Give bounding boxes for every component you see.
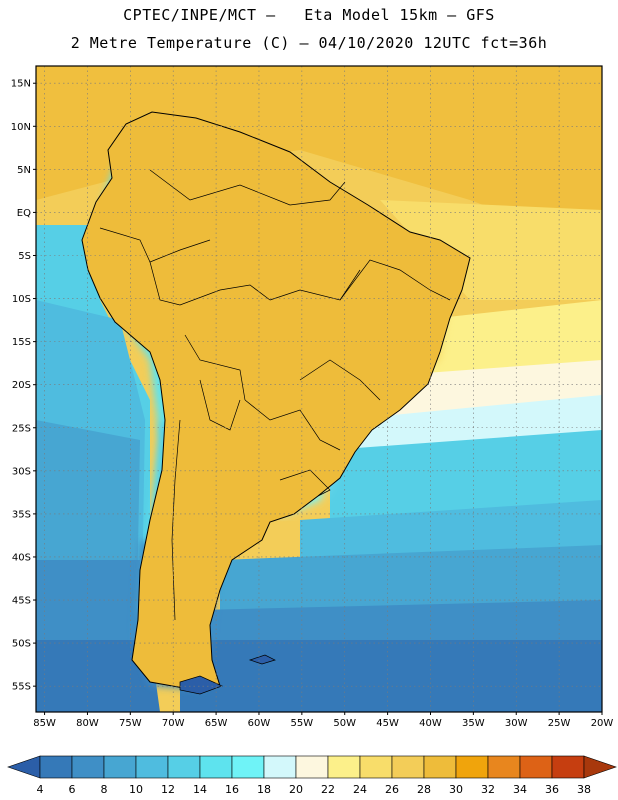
lat-tick-label: 50S	[12, 639, 31, 650]
colorbar-box	[519, 755, 553, 779]
colorbar-box	[231, 755, 265, 779]
lon-tick-label: 35W	[462, 718, 485, 729]
temperature-field	[36, 66, 602, 712]
lat-tick-label: 15N	[11, 79, 31, 90]
map-title: CPTEC/INPE/MCT – Eta Model 15km – GFS	[123, 6, 495, 24]
colorbar-label: 36	[545, 783, 559, 796]
colorbar-box	[295, 755, 329, 779]
map-frame	[35, 65, 603, 713]
lat-tick-label: EQ	[17, 208, 31, 219]
lon-tick-label: 30W	[505, 718, 528, 729]
colorbar-label: 8	[101, 783, 108, 796]
colorbar-box	[39, 755, 73, 779]
colorbar-box	[199, 755, 233, 779]
colorbar-high-arrow	[583, 755, 617, 779]
lon-tick-label: 20W	[591, 718, 614, 729]
colorbar-label: 38	[577, 783, 591, 796]
colorbar-box	[391, 755, 425, 779]
colorbar-label: 20	[289, 783, 303, 796]
colorbar-label: 24	[353, 783, 367, 796]
colorbar-label: 34	[513, 783, 527, 796]
lon-tick-label: 70W	[162, 718, 185, 729]
lat-tick-label: 15S	[12, 337, 31, 348]
lat-tick-label: 25S	[12, 423, 31, 434]
colorbar-label: 6	[69, 783, 76, 796]
lon-tick-label: 40W	[419, 718, 442, 729]
lat-tick-label: 5S	[18, 251, 31, 262]
colorbar-label: 32	[481, 783, 495, 796]
lat-tick-label: 40S	[12, 552, 31, 563]
colorbar-label: 4	[37, 783, 44, 796]
lat-tick-label: 5N	[17, 165, 31, 176]
colorbar-box	[135, 755, 169, 779]
colorbar-label: 26	[385, 783, 399, 796]
lon-tick-label: 75W	[119, 718, 142, 729]
colorbar-box	[71, 755, 105, 779]
colorbar-label: 14	[193, 783, 207, 796]
colorbar-low-arrow	[7, 755, 41, 779]
colorbar-box	[167, 755, 201, 779]
map-subtitle: 2 Metre Temperature (C) – 04/10/2020 12U…	[70, 34, 548, 52]
colorbar: 4 6 8 10 12 14 16 18 20 22 24 26 28 30 32 34 36 38	[7, 755, 617, 796]
lon-tick-label: 60W	[248, 718, 271, 729]
colorbar-label: 30	[449, 783, 463, 796]
lon-tick-label: 85W	[33, 718, 56, 729]
colorbar-box	[103, 755, 137, 779]
lon-tick-label: 25W	[548, 718, 571, 729]
lat-tick-label: 20S	[12, 380, 31, 391]
lat-tick-label: 35S	[12, 509, 31, 520]
colorbar-box	[551, 755, 585, 779]
colorbar-label: 10	[129, 783, 143, 796]
lat-tick-label: 10S	[12, 294, 31, 305]
lat-tick-label: 30S	[12, 466, 31, 477]
colorbar-label: 12	[161, 783, 175, 796]
colorbar-label: 16	[225, 783, 239, 796]
colorbar-label: 18	[257, 783, 271, 796]
lon-tick-label: 65W	[205, 718, 228, 729]
colorbar-box	[455, 755, 489, 779]
colorbar-box	[359, 755, 393, 779]
lon-tick-label: 45W	[376, 718, 399, 729]
latitude-labels: 15N 10N 5N EQ 5S 10S 15S 20S 25S 30S 35S 40S 45S 50S 5…	[11, 79, 36, 693]
lat-tick-label: 45S	[12, 596, 31, 607]
lon-tick-label: 55W	[291, 718, 314, 729]
lon-tick-label: 80W	[76, 718, 99, 729]
colorbar-box	[423, 755, 457, 779]
colorbar-box	[487, 755, 521, 779]
colorbar-label: 28	[417, 783, 431, 796]
colorbar-label: 22	[321, 783, 335, 796]
colorbar-box	[327, 755, 361, 779]
lat-tick-label: 10N	[11, 122, 31, 133]
lon-tick-label: 50W	[333, 718, 356, 729]
colorbar-box	[263, 755, 297, 779]
lat-tick-label: 55S	[12, 682, 31, 693]
longitude-labels: 85W 80W 75W 70W 65W 60W 55W 50W 45W 40W 35W 30W 25W 2…	[33, 712, 613, 729]
